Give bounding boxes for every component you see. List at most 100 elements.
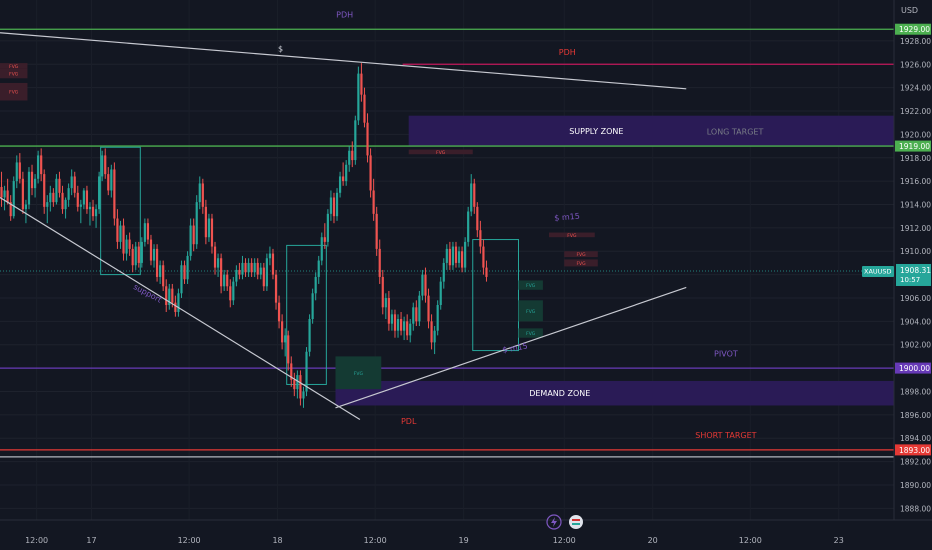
price-tick-label: 1896.00: [900, 411, 931, 420]
last-price-bg: [896, 263, 931, 286]
annotation-label: PDH: [336, 11, 353, 20]
candle: [317, 255, 320, 284]
candle-body: [259, 267, 262, 275]
price-tag-label: 1929.00: [899, 25, 930, 34]
candle: [91, 199, 95, 221]
candle-body: [180, 265, 183, 294]
candle-body: [345, 164, 348, 182]
price-tick-label: 1894.00: [900, 434, 931, 443]
candle: [396, 314, 400, 338]
candle-body: [79, 204, 82, 207]
candle-body: [247, 262, 250, 273]
candle-body: [220, 258, 223, 287]
candle-body: [436, 304, 439, 331]
candle: [479, 220, 482, 254]
candle: [439, 276, 442, 310]
candle-body: [98, 176, 101, 210]
candle-body: [104, 155, 107, 175]
candle: [192, 218, 195, 252]
fvg-label: FVG: [576, 261, 586, 267]
fvg-rect: [549, 232, 595, 238]
candle: [64, 197, 67, 219]
candle: [159, 260, 162, 284]
candle-body: [241, 262, 244, 275]
candle-body: [274, 274, 278, 303]
candle-body: [381, 276, 384, 308]
candle-body: [372, 190, 375, 214]
price-tick-label: 1914.00: [900, 200, 931, 209]
candle: [24, 199, 28, 224]
annotation-label: $: [278, 44, 283, 53]
candle: [137, 241, 140, 268]
candle-body: [293, 379, 296, 390]
candle-body: [122, 225, 125, 254]
fvg-layer: FVG FVG FVG FVG FVG FVG FVG FVG FVG FVG FVG: [0, 63, 598, 390]
candle: [418, 290, 421, 327]
candle-body: [91, 206, 95, 217]
candle: [259, 262, 262, 280]
candle: [82, 188, 85, 210]
candle-body: [329, 197, 333, 214]
candle: [165, 279, 168, 312]
time-tick-label: 12:00: [553, 536, 576, 545]
candle: [143, 218, 146, 247]
price-tick-label: 1902.00: [900, 341, 931, 350]
candle-body: [88, 206, 92, 210]
candle-body: [155, 248, 159, 277]
fvg-label: FVG: [9, 64, 19, 70]
candle: [412, 302, 415, 331]
candle-body: [317, 260, 320, 277]
rising-trendline: [335, 286, 687, 409]
price-tick-label: 1918.00: [900, 154, 931, 163]
candle: [409, 319, 412, 343]
candle: [372, 178, 375, 221]
candle: [467, 206, 470, 247]
candle-body: [460, 251, 464, 268]
candle-body: [357, 73, 360, 121]
candle-body: [168, 288, 171, 305]
candle: [284, 328, 287, 357]
candle: [122, 218, 125, 261]
time-axis[interactable]: 12:00 17 12:00 18 12:00 19 12:00 20 12:00 23: [25, 536, 844, 545]
candle-body: [131, 248, 134, 266]
candle-body: [116, 218, 119, 242]
price-tick-label: 1912.00: [900, 224, 931, 233]
candle-body: [393, 314, 397, 331]
range-box: [100, 146, 141, 276]
candle: [3, 185, 6, 211]
candle: [33, 174, 37, 198]
candle: [58, 171, 61, 198]
candle-body: [223, 274, 226, 287]
price-tick-label: 1890.00: [900, 481, 931, 490]
candle-body: [287, 335, 290, 364]
candle: [9, 195, 12, 221]
candle: [274, 269, 278, 310]
candle: [253, 258, 256, 277]
candle: [162, 260, 165, 291]
candle-body: [363, 94, 366, 123]
tradingview-icon[interactable]: [569, 515, 583, 529]
candle: [229, 279, 232, 308]
candle: [256, 258, 259, 280]
levels-layer: [0, 28, 894, 458]
candle: [177, 288, 180, 317]
candle-body: [256, 262, 259, 275]
lightning-icon[interactable]: [546, 514, 562, 530]
candle: [18, 153, 21, 184]
candle-body: [143, 223, 146, 242]
candle: [180, 260, 183, 298]
candle: [238, 262, 241, 280]
fvg-rect: [408, 149, 473, 155]
candle-body: [473, 183, 476, 207]
candle: [107, 167, 110, 196]
candle-body: [76, 192, 79, 207]
candle: [457, 246, 461, 268]
fvg-label: FVG: [567, 233, 577, 239]
candle-body: [253, 262, 256, 273]
candle: [369, 148, 372, 198]
price-tag-bg: [895, 362, 931, 374]
candle: [94, 204, 98, 228]
candle: [213, 241, 217, 275]
candle: [335, 188, 339, 221]
